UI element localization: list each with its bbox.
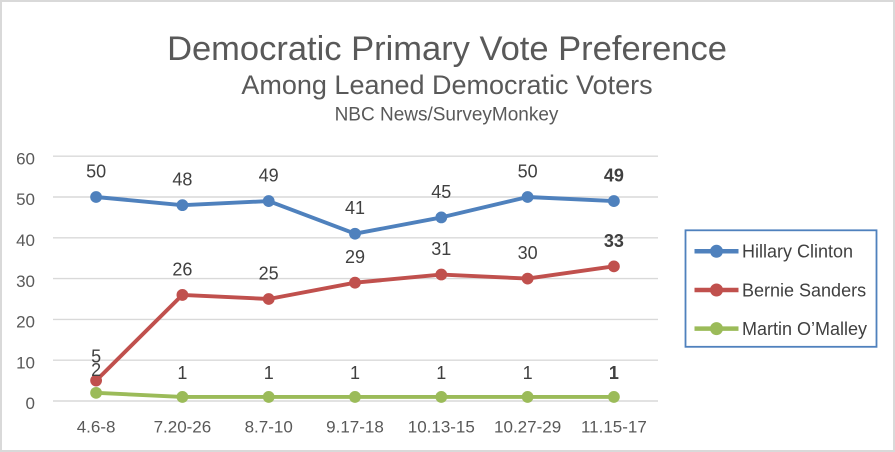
svg-text:Hillary Clinton: Hillary Clinton — [742, 242, 853, 262]
svg-text:26: 26 — [172, 259, 192, 279]
svg-text:1: 1 — [350, 363, 360, 383]
svg-text:33: 33 — [604, 231, 624, 251]
svg-text:5: 5 — [91, 347, 101, 367]
svg-text:7.20-26: 7.20-26 — [154, 418, 212, 437]
svg-text:49: 49 — [259, 166, 279, 186]
svg-text:29: 29 — [345, 247, 365, 267]
svg-text:9.17-18: 9.17-18 — [326, 418, 384, 437]
svg-text:30: 30 — [16, 272, 35, 291]
svg-text:50: 50 — [518, 162, 538, 182]
svg-text:41: 41 — [345, 198, 365, 218]
svg-text:31: 31 — [431, 239, 451, 259]
svg-text:50: 50 — [16, 190, 35, 209]
svg-text:0: 0 — [26, 394, 35, 413]
svg-text:11.15-17: 11.15-17 — [581, 418, 647, 437]
svg-text:49: 49 — [604, 166, 624, 186]
svg-text:48: 48 — [172, 170, 192, 190]
svg-text:30: 30 — [518, 243, 538, 263]
svg-text:1: 1 — [523, 363, 533, 383]
svg-text:NBC News/SurveyMonkey: NBC News/SurveyMonkey — [335, 105, 559, 126]
svg-text:45: 45 — [431, 182, 451, 202]
svg-text:1: 1 — [609, 363, 619, 383]
svg-text:1: 1 — [436, 363, 446, 383]
svg-text:Bernie Sanders: Bernie Sanders — [742, 280, 866, 300]
svg-text:Martin O’Malley: Martin O’Malley — [742, 319, 867, 339]
svg-text:25: 25 — [259, 264, 279, 284]
svg-text:20: 20 — [16, 313, 35, 332]
svg-text:40: 40 — [16, 231, 35, 250]
svg-text:60: 60 — [16, 149, 35, 168]
svg-text:10.13-15: 10.13-15 — [408, 418, 475, 437]
svg-text:10: 10 — [16, 353, 35, 372]
svg-text:1: 1 — [264, 363, 274, 383]
svg-text:8.7-10: 8.7-10 — [245, 418, 293, 437]
svg-text:1: 1 — [177, 363, 187, 383]
svg-text:4.6-8: 4.6-8 — [77, 418, 116, 437]
svg-text:50: 50 — [86, 162, 106, 182]
svg-text:2: 2 — [91, 360, 101, 380]
svg-text:Among Leaned Democratic Voters: Among Leaned Democratic Voters — [241, 70, 652, 100]
svg-text:10.27-29: 10.27-29 — [494, 418, 561, 437]
svg-text:Democratic Primary Vote Prefer: Democratic Primary Vote Preference — [167, 30, 727, 68]
